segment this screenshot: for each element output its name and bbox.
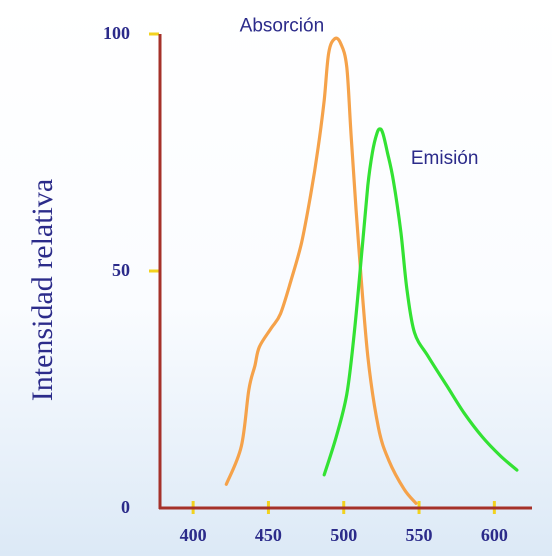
- x-tick-labels: 400 450 500 550 600: [180, 525, 508, 545]
- y-tick-label-100: 100: [103, 23, 130, 43]
- absorption-curve: [224, 36, 418, 505]
- x-tick-label-600: 600: [481, 525, 508, 545]
- x-tick-label-400: 400: [180, 525, 207, 545]
- x-tick-label-450: 450: [255, 525, 282, 545]
- y-axis-label: Intensidad relativa: [26, 179, 59, 401]
- y-ticks: [149, 32, 159, 273]
- x-tick-label-500: 500: [330, 525, 357, 545]
- x-tick-label-550: 550: [406, 525, 433, 545]
- y-tick-label-50: 50: [112, 260, 130, 280]
- annotations: Absorción Emisión: [240, 16, 479, 170]
- y-tick-label-0: 0: [121, 497, 130, 517]
- emission-label: Emisión: [411, 148, 479, 169]
- emission-curve: [322, 127, 519, 477]
- absorption-label: Absorción: [240, 16, 325, 37]
- series-layer: [224, 36, 519, 505]
- y-tick-labels: 0 50 100: [103, 23, 130, 517]
